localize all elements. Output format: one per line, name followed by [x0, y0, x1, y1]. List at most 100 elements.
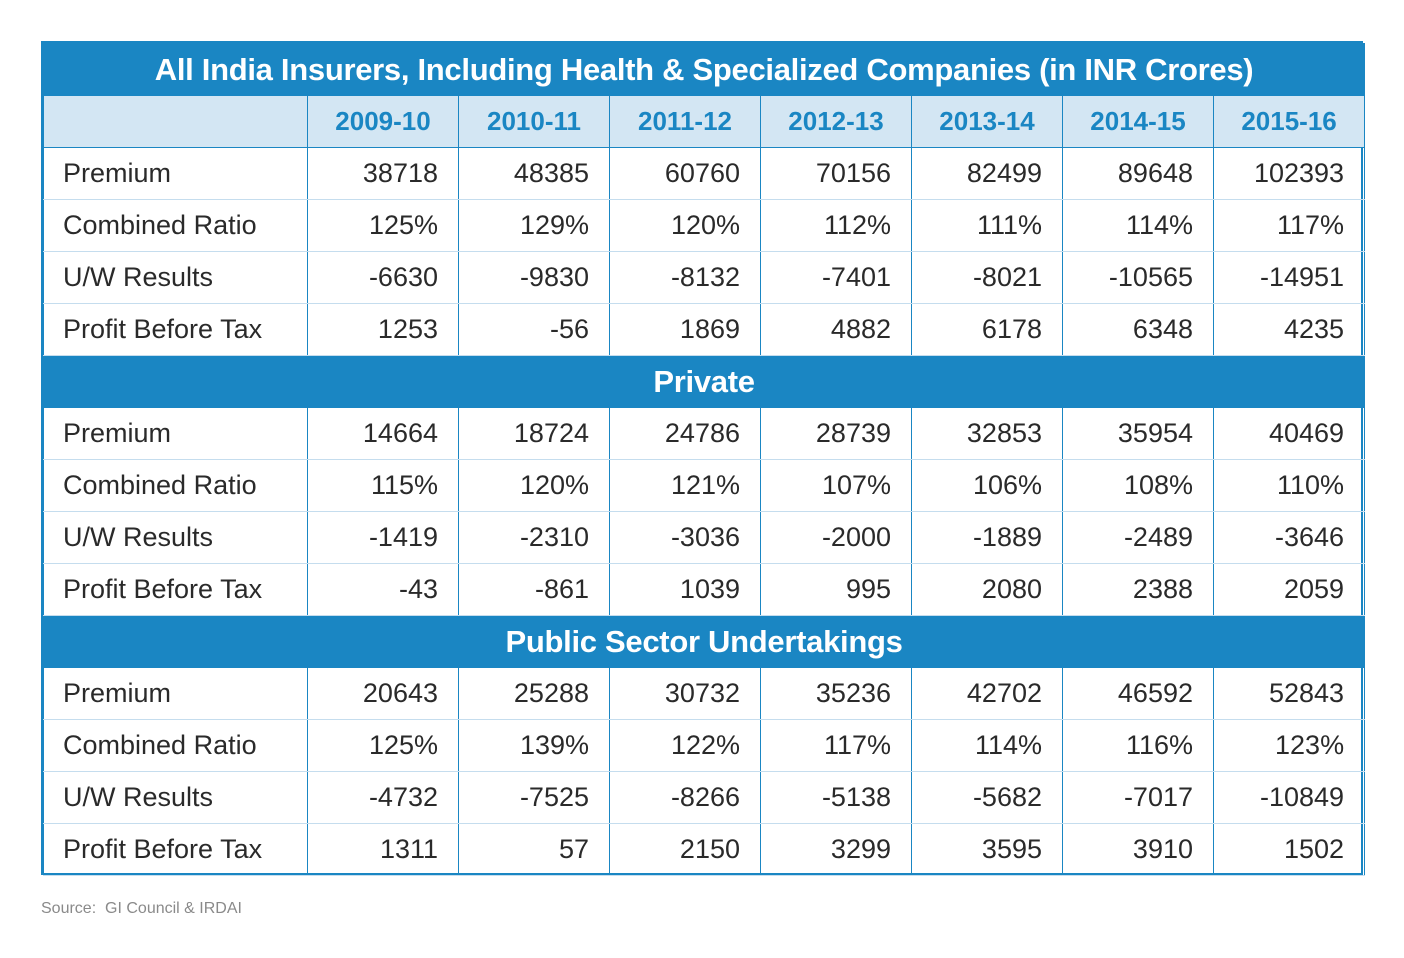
table-row: Combined Ratio 125% 129% 120% 112% 111% 114% 11… [43, 199, 1366, 252]
insurers-table: All India Insurers, Including Health & S… [42, 43, 1366, 876]
insurers-table-container: All India Insurers, Including Health & S… [41, 41, 1366, 876]
value-cell: 2080 [911, 563, 1063, 616]
section-header-2-label: Public Sector Undertakings [42, 615, 1366, 668]
value-cell: 102393 [1212, 147, 1366, 200]
value-cell: 1502 [1212, 823, 1366, 876]
row-label: Profit Before Tax [43, 303, 308, 356]
table-row: U/W Results -1419 -2310 -3036 -2000 -1889 -248… [43, 511, 1366, 564]
value-cell: -10849 [1212, 771, 1366, 824]
value-cell: 60760 [609, 147, 761, 200]
table-row: U/W Results -6630 -9830 -8132 -7401 -8021 -105… [43, 251, 1366, 304]
value-cell: 25288 [458, 667, 610, 720]
value-cell: 6178 [911, 303, 1063, 356]
row-label: Profit Before Tax [43, 563, 308, 616]
value-cell: 4882 [760, 303, 912, 356]
value-cell: -2310 [458, 511, 610, 564]
value-cell: 3910 [1062, 823, 1214, 876]
row-label: Combined Ratio [43, 459, 308, 512]
year-header-cell: 2011-12 [609, 95, 761, 148]
row-label: Premium [43, 407, 308, 460]
value-cell: -43 [307, 563, 459, 616]
value-cell: -1889 [911, 511, 1063, 564]
table-row: U/W Results -4732 -7525 -8266 -5138 -5682 -701… [43, 771, 1366, 824]
value-cell: 123% [1212, 719, 1366, 772]
value-cell: 110% [1212, 459, 1366, 512]
value-cell: -5682 [911, 771, 1063, 824]
row-label: Premium [43, 667, 308, 720]
value-cell: 2150 [609, 823, 761, 876]
value-cell: -10565 [1062, 251, 1214, 304]
value-cell: 46592 [1062, 667, 1214, 720]
value-cell: -56 [458, 303, 610, 356]
value-cell: 14664 [307, 407, 459, 460]
row-label: U/W Results [43, 251, 308, 304]
value-cell: -9830 [458, 251, 610, 304]
value-cell: -2000 [760, 511, 912, 564]
value-cell: 121% [609, 459, 761, 512]
value-cell: 114% [1062, 199, 1214, 252]
value-cell: 120% [609, 199, 761, 252]
row-label: U/W Results [43, 771, 308, 824]
value-cell: 115% [307, 459, 459, 512]
value-cell: 1253 [307, 303, 459, 356]
value-cell: 107% [760, 459, 912, 512]
year-header-cell: 2015-16 [1212, 95, 1366, 148]
value-cell: 30732 [609, 667, 761, 720]
value-cell: 116% [1062, 719, 1214, 772]
value-cell: 122% [609, 719, 761, 772]
table-row: Profit Before Tax 1253 -56 1869 4882 6178 6348… [43, 303, 1366, 356]
source-note: Source: GI Council & IRDAI [41, 900, 242, 917]
value-cell: 111% [911, 199, 1063, 252]
value-cell: 28739 [760, 407, 912, 460]
row-label: U/W Results [43, 511, 308, 564]
table-row: Profit Before Tax -43 -861 1039 995 2080 2388 2… [43, 563, 1366, 616]
year-header-cell: 2014-15 [1062, 95, 1214, 148]
value-cell: -14951 [1212, 251, 1366, 304]
table-row: Premium 20643 25288 30732 35236 42702 46592 528… [43, 667, 1366, 720]
value-cell: -7525 [458, 771, 610, 824]
year-header-cell: 2013-14 [911, 95, 1063, 148]
value-cell: 117% [1212, 199, 1366, 252]
table-row: Premium 38718 48385 60760 70156 82499 89648 102… [43, 147, 1366, 200]
value-cell: -8266 [609, 771, 761, 824]
value-cell: -861 [458, 563, 610, 616]
value-cell: -6630 [307, 251, 459, 304]
value-cell: -2489 [1062, 511, 1214, 564]
value-cell: 108% [1062, 459, 1214, 512]
row-label: Profit Before Tax [43, 823, 308, 876]
value-cell: 70156 [760, 147, 912, 200]
value-cell: 3299 [760, 823, 912, 876]
table-row: Premium 14664 18724 24786 28739 32853 35954 404… [43, 407, 1366, 460]
value-cell: 1869 [609, 303, 761, 356]
section-header-1: Private [42, 355, 1366, 408]
value-cell: 995 [760, 563, 912, 616]
value-cell: -3646 [1212, 511, 1366, 564]
value-cell: 6348 [1062, 303, 1214, 356]
value-cell: -7017 [1062, 771, 1214, 824]
value-cell: 114% [911, 719, 1063, 772]
table-title: All India Insurers, Including Health & S… [42, 43, 1366, 96]
value-cell: 1039 [609, 563, 761, 616]
section-header-2: Public Sector Undertakings [42, 615, 1366, 668]
value-cell: 2388 [1062, 563, 1214, 616]
value-cell: 125% [307, 719, 459, 772]
value-cell: 52843 [1212, 667, 1366, 720]
year-header-cell: 2012-13 [760, 95, 912, 148]
value-cell: 4235 [1212, 303, 1366, 356]
value-cell: 48385 [458, 147, 610, 200]
row-label: Combined Ratio [43, 199, 308, 252]
value-cell: -8132 [609, 251, 761, 304]
value-cell: 139% [458, 719, 610, 772]
value-cell: -7401 [760, 251, 912, 304]
value-cell: 35954 [1062, 407, 1214, 460]
value-cell: 1311 [307, 823, 459, 876]
value-cell: 35236 [760, 667, 912, 720]
value-cell: 112% [760, 199, 912, 252]
value-cell: 125% [307, 199, 459, 252]
table-title-label: All India Insurers, Including Health & S… [42, 43, 1366, 96]
value-cell: 120% [458, 459, 610, 512]
section-header-1-label: Private [42, 355, 1366, 408]
value-cell: 57 [458, 823, 610, 876]
value-cell: 129% [458, 199, 610, 252]
year-header-cell: 2009-10 [307, 95, 459, 148]
